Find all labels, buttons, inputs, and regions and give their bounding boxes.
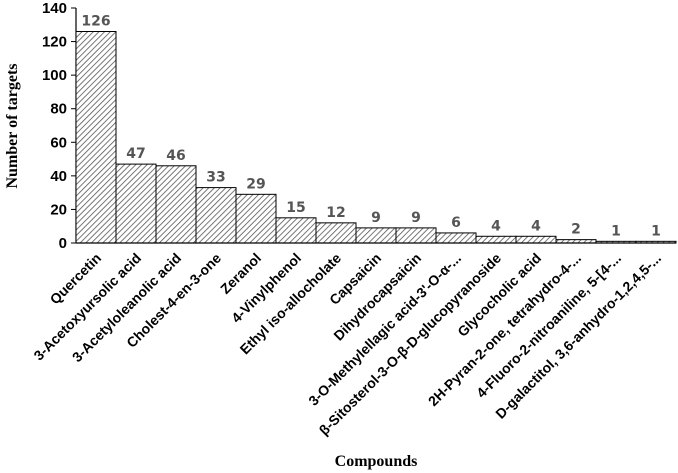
bar	[395, 227, 437, 244]
bar	[355, 227, 397, 244]
bar	[75, 31, 117, 244]
y-tick-label: 120	[42, 34, 67, 51]
data-label: 15	[286, 200, 305, 216]
bar	[475, 235, 517, 244]
y-tick-label: 20	[50, 201, 67, 218]
data-label: 2	[571, 222, 581, 238]
data-label: 1	[611, 223, 621, 239]
data-label: 33	[206, 170, 225, 186]
bar	[235, 193, 277, 244]
data-label: 4	[531, 218, 541, 234]
data-label: 9	[371, 210, 381, 226]
data-label: 126	[81, 14, 110, 30]
x-tick-label: 4-Fluoro-2-nitroaniline, 5-[4-...	[473, 250, 624, 401]
y-tick-label: 0	[59, 235, 67, 252]
bar	[195, 187, 237, 244]
bar	[115, 163, 157, 244]
y-tick-label: 60	[50, 134, 67, 151]
x-axis-title: Compounds	[335, 453, 418, 470]
y-axis-title: Number of targets	[4, 63, 21, 188]
y-axis: 0 20 40 60 80 100 120 140	[42, 0, 77, 252]
y-tick-label: 40	[50, 168, 67, 185]
data-label: 9	[411, 210, 421, 226]
bar	[275, 217, 317, 244]
y-tick-label: 100	[42, 67, 67, 84]
data-label: 1	[651, 223, 661, 239]
data-label: 6	[451, 215, 461, 231]
y-tick-label: 140	[42, 0, 67, 17]
y-tick-label: 80	[50, 101, 67, 118]
bar	[155, 165, 197, 244]
bars: 126 47 46 33 29 15 12 9 9 6 4 4 2 1 1	[75, 14, 677, 244]
bar	[435, 232, 477, 244]
data-label: 4	[491, 218, 501, 234]
data-label: 47	[126, 146, 145, 162]
data-label: 29	[246, 176, 265, 192]
data-label: 12	[326, 205, 345, 221]
bar	[315, 222, 357, 244]
data-label: 46	[166, 148, 185, 164]
bar	[515, 235, 557, 244]
x-tick-label: 4-Vinylphenol	[228, 250, 304, 326]
